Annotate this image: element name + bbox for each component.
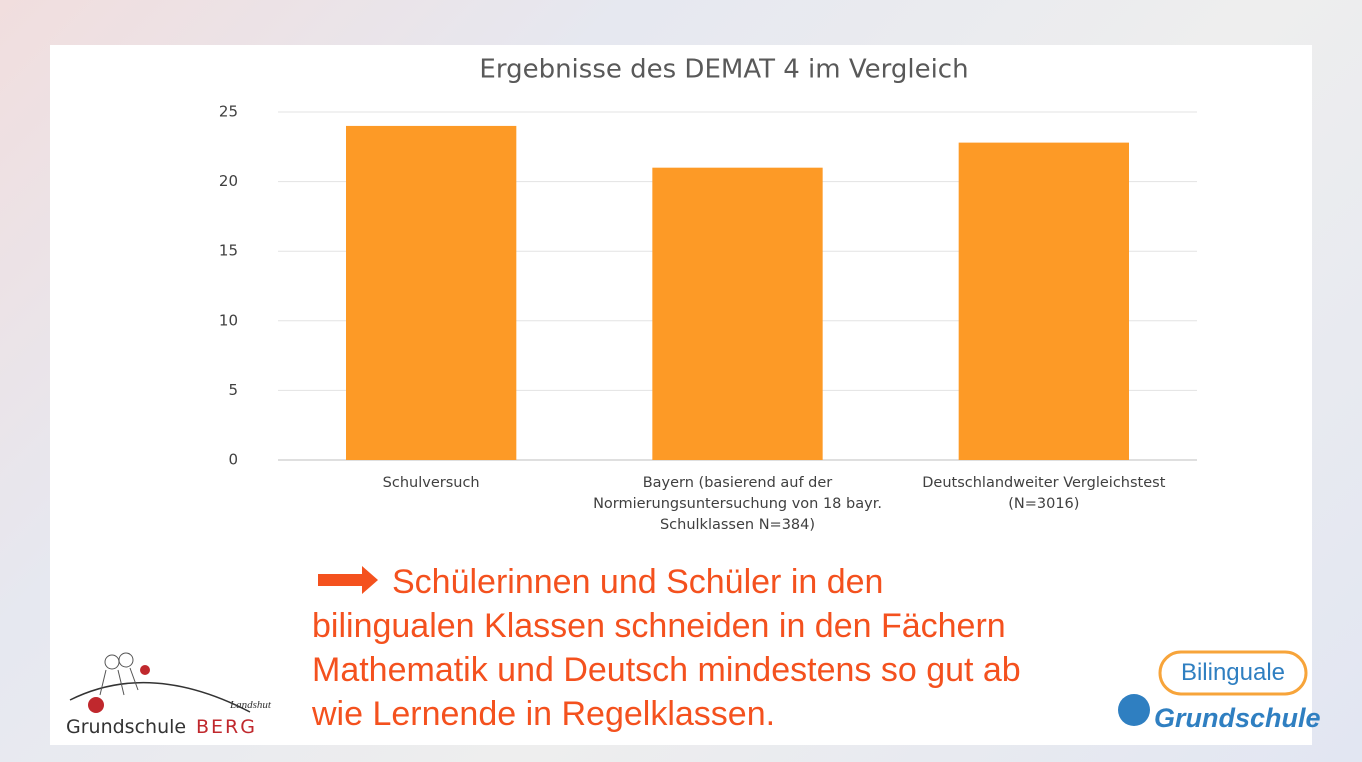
conclusion-line: bilingualen Klassen schneiden in den Fäc… xyxy=(312,607,1006,645)
conclusion-line: Mathematik und Deutsch mindestens so gut… xyxy=(312,651,1021,689)
arrow-icon xyxy=(318,566,378,594)
bar xyxy=(652,168,822,460)
y-tick-label: 0 xyxy=(228,451,238,469)
chart: Ergebnisse des DEMAT 4 im Vergleich Schü… xyxy=(0,0,1362,762)
x-tick-label: Deutschlandweiter Vergleichstest (N=3016… xyxy=(899,473,1189,515)
logo-right: Bilinguale Grundschule xyxy=(1118,652,1321,733)
logo-text: Grundschule xyxy=(66,716,186,738)
x-tick-label: Bayern (basierend auf der Normierungsunt… xyxy=(593,473,883,536)
logo-left: Landshut Grundschule BERG xyxy=(66,653,272,738)
logo-text: Bilinguale xyxy=(1181,659,1285,686)
conclusion-line: Schülerinnen und Schüler in den xyxy=(392,563,883,601)
bar xyxy=(346,126,516,460)
logo-text: Grundschule xyxy=(1154,703,1321,733)
x-tick-label: Schulversuch xyxy=(286,473,576,494)
y-tick-label: 10 xyxy=(219,311,238,329)
bar xyxy=(959,143,1129,460)
y-tick-label: 15 xyxy=(219,242,238,260)
y-tick-label: 20 xyxy=(219,172,238,190)
slide: Ergebnisse des DEMAT 4 im Vergleich Schü… xyxy=(0,0,1362,762)
chart-title: Ergebnisse des DEMAT 4 im Vergleich xyxy=(479,55,968,85)
conclusion-line: wie Lernende in Regelklassen. xyxy=(311,695,775,733)
logo-text: BERG xyxy=(196,716,257,738)
y-tick-label: 25 xyxy=(219,103,238,121)
y-tick-label: 5 xyxy=(228,381,238,399)
logo-text: Landshut xyxy=(229,699,272,711)
